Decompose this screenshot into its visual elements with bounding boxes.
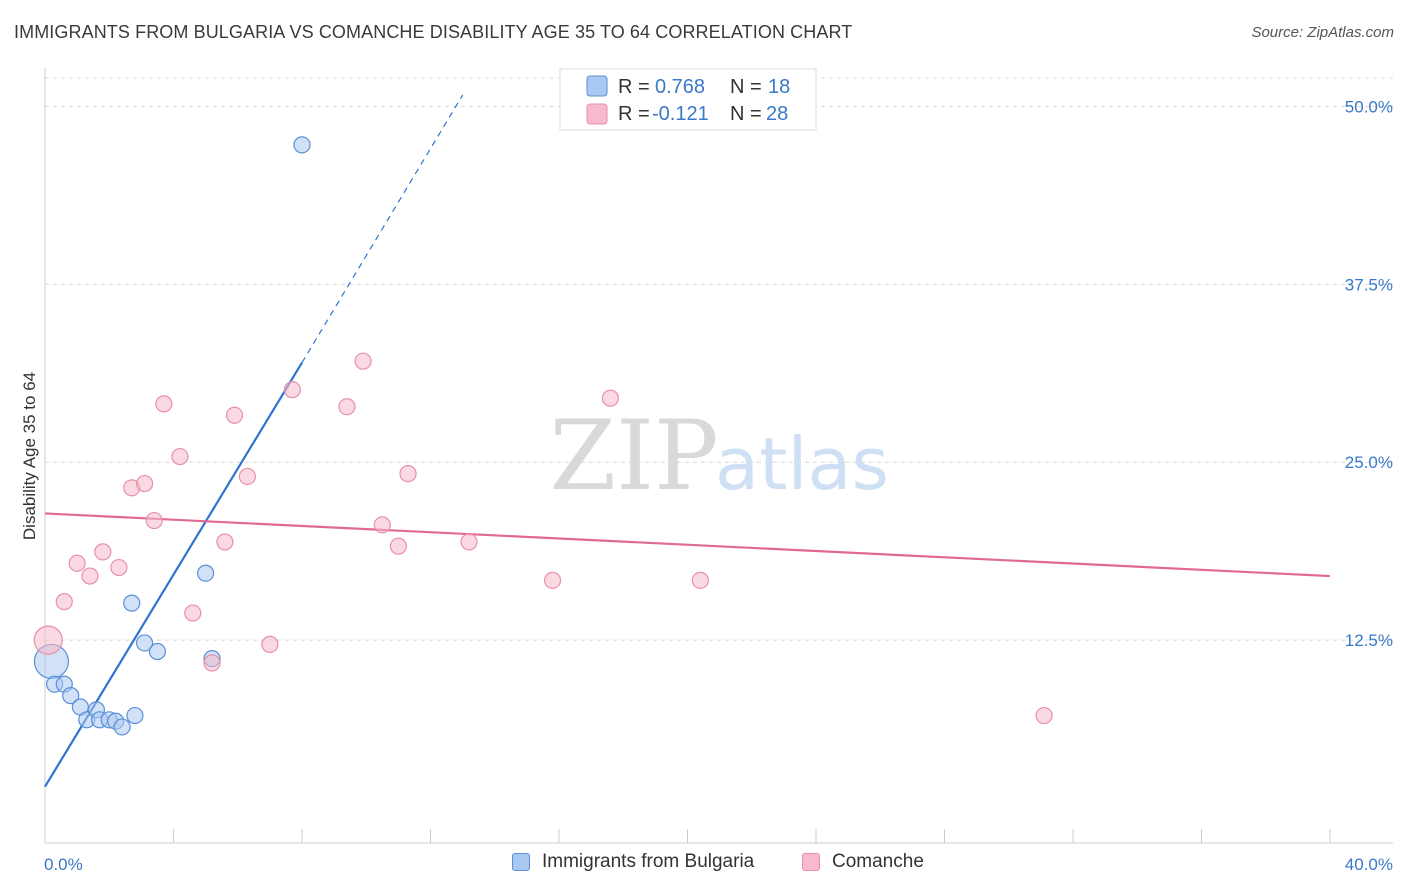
comanche-point bbox=[225, 406, 244, 424]
comanche-point bbox=[338, 398, 356, 416]
series-legend: Immigrants from Bulgaria Comanche bbox=[0, 851, 1406, 879]
bulgaria-trend-extension bbox=[301, 94, 464, 363]
bulgaria-point bbox=[126, 706, 144, 725]
comanche-point bbox=[460, 533, 478, 551]
comanche-point bbox=[135, 474, 154, 493]
legend-swatch-bulgaria bbox=[512, 853, 530, 871]
legend-r-label-1: R = bbox=[618, 76, 650, 98]
watermark-atlas: atlas bbox=[715, 422, 889, 506]
comanche-point bbox=[171, 447, 189, 466]
comanche-point bbox=[601, 389, 620, 407]
y-tick-label: 25.0% bbox=[1345, 453, 1393, 472]
legend-n-label-2: N = bbox=[730, 103, 762, 125]
legend-n-value-2: 28 bbox=[766, 103, 788, 125]
comanche-point bbox=[261, 635, 279, 653]
y-tick-label: 50.0% bbox=[1345, 97, 1393, 116]
comanche-point bbox=[81, 567, 99, 585]
legend-n-value-1: 18 bbox=[768, 76, 790, 98]
y-tick-label: 12.5% bbox=[1345, 631, 1393, 650]
comanche-point bbox=[543, 571, 562, 589]
watermark-zip: ZIP bbox=[549, 400, 718, 512]
comanche-point bbox=[389, 537, 407, 555]
comanche-trend-line bbox=[44, 512, 1331, 578]
legend-n-label-1: N = bbox=[730, 76, 762, 98]
legend-r-label-2: R = bbox=[618, 103, 650, 125]
y-tick-labels: 12.5% 25.0% 37.5% 50.0% bbox=[1345, 97, 1393, 650]
y-tick-label: 37.5% bbox=[1345, 275, 1393, 294]
legend-swatch-comanche bbox=[802, 853, 820, 871]
comanche-point bbox=[155, 395, 173, 413]
comanche-point bbox=[110, 558, 128, 577]
correlation-legend: R = 0.768 N = 18 R = -0.121 N = 28 bbox=[559, 68, 817, 131]
bulgaria-point bbox=[197, 564, 215, 582]
legend-item-bulgaria: Immigrants from Bulgaria bbox=[512, 851, 754, 873]
legend-swatch-blue bbox=[586, 75, 608, 97]
comanche-point bbox=[373, 516, 391, 534]
comanche-point bbox=[145, 511, 163, 530]
comanche-point bbox=[94, 543, 112, 561]
data-points bbox=[33, 136, 1053, 736]
bulgaria-point bbox=[62, 687, 80, 705]
comanche-point bbox=[33, 625, 63, 655]
chart-title: IMMIGRANTS FROM BULGARIA VS COMANCHE DIS… bbox=[14, 22, 853, 42]
comanche-point bbox=[216, 533, 234, 551]
source-credit: Source: ZipAtlas.com bbox=[1251, 24, 1394, 41]
comanche-point bbox=[399, 465, 417, 483]
comanche-point bbox=[203, 654, 221, 672]
axes bbox=[44, 68, 1393, 844]
x-tick-label-max: 40.0% bbox=[1345, 855, 1393, 874]
legend-swatch-pink bbox=[586, 103, 608, 125]
comanche-point bbox=[691, 571, 709, 589]
bulgaria-point bbox=[113, 718, 131, 736]
legend-r-value-2: -0.121 bbox=[652, 103, 709, 125]
legend-item-comanche: Comanche bbox=[802, 851, 924, 873]
bulgaria-point bbox=[123, 594, 141, 612]
bulgaria-point bbox=[148, 642, 167, 661]
x-tick-label-min: 0.0% bbox=[44, 855, 83, 874]
bulgaria-point bbox=[293, 136, 311, 154]
legend-r-value-1: 0.768 bbox=[655, 76, 705, 98]
comanche-point bbox=[238, 467, 256, 486]
bulgaria-point bbox=[135, 634, 154, 652]
comanche-point bbox=[354, 352, 372, 370]
comanche-point bbox=[283, 381, 301, 399]
gridlines bbox=[45, 77, 1393, 641]
legend-label-bulgaria: Immigrants from Bulgaria bbox=[542, 851, 755, 872]
comanche-point bbox=[68, 554, 86, 572]
comanche-point bbox=[184, 604, 202, 622]
x-tick-labels: 0.0% 40.0% bbox=[44, 855, 1393, 874]
watermark: ZIP atlas bbox=[549, 400, 889, 512]
legend-label-comanche: Comanche bbox=[832, 851, 924, 872]
comanche-point bbox=[55, 593, 73, 611]
comanche-point bbox=[1035, 706, 1053, 725]
